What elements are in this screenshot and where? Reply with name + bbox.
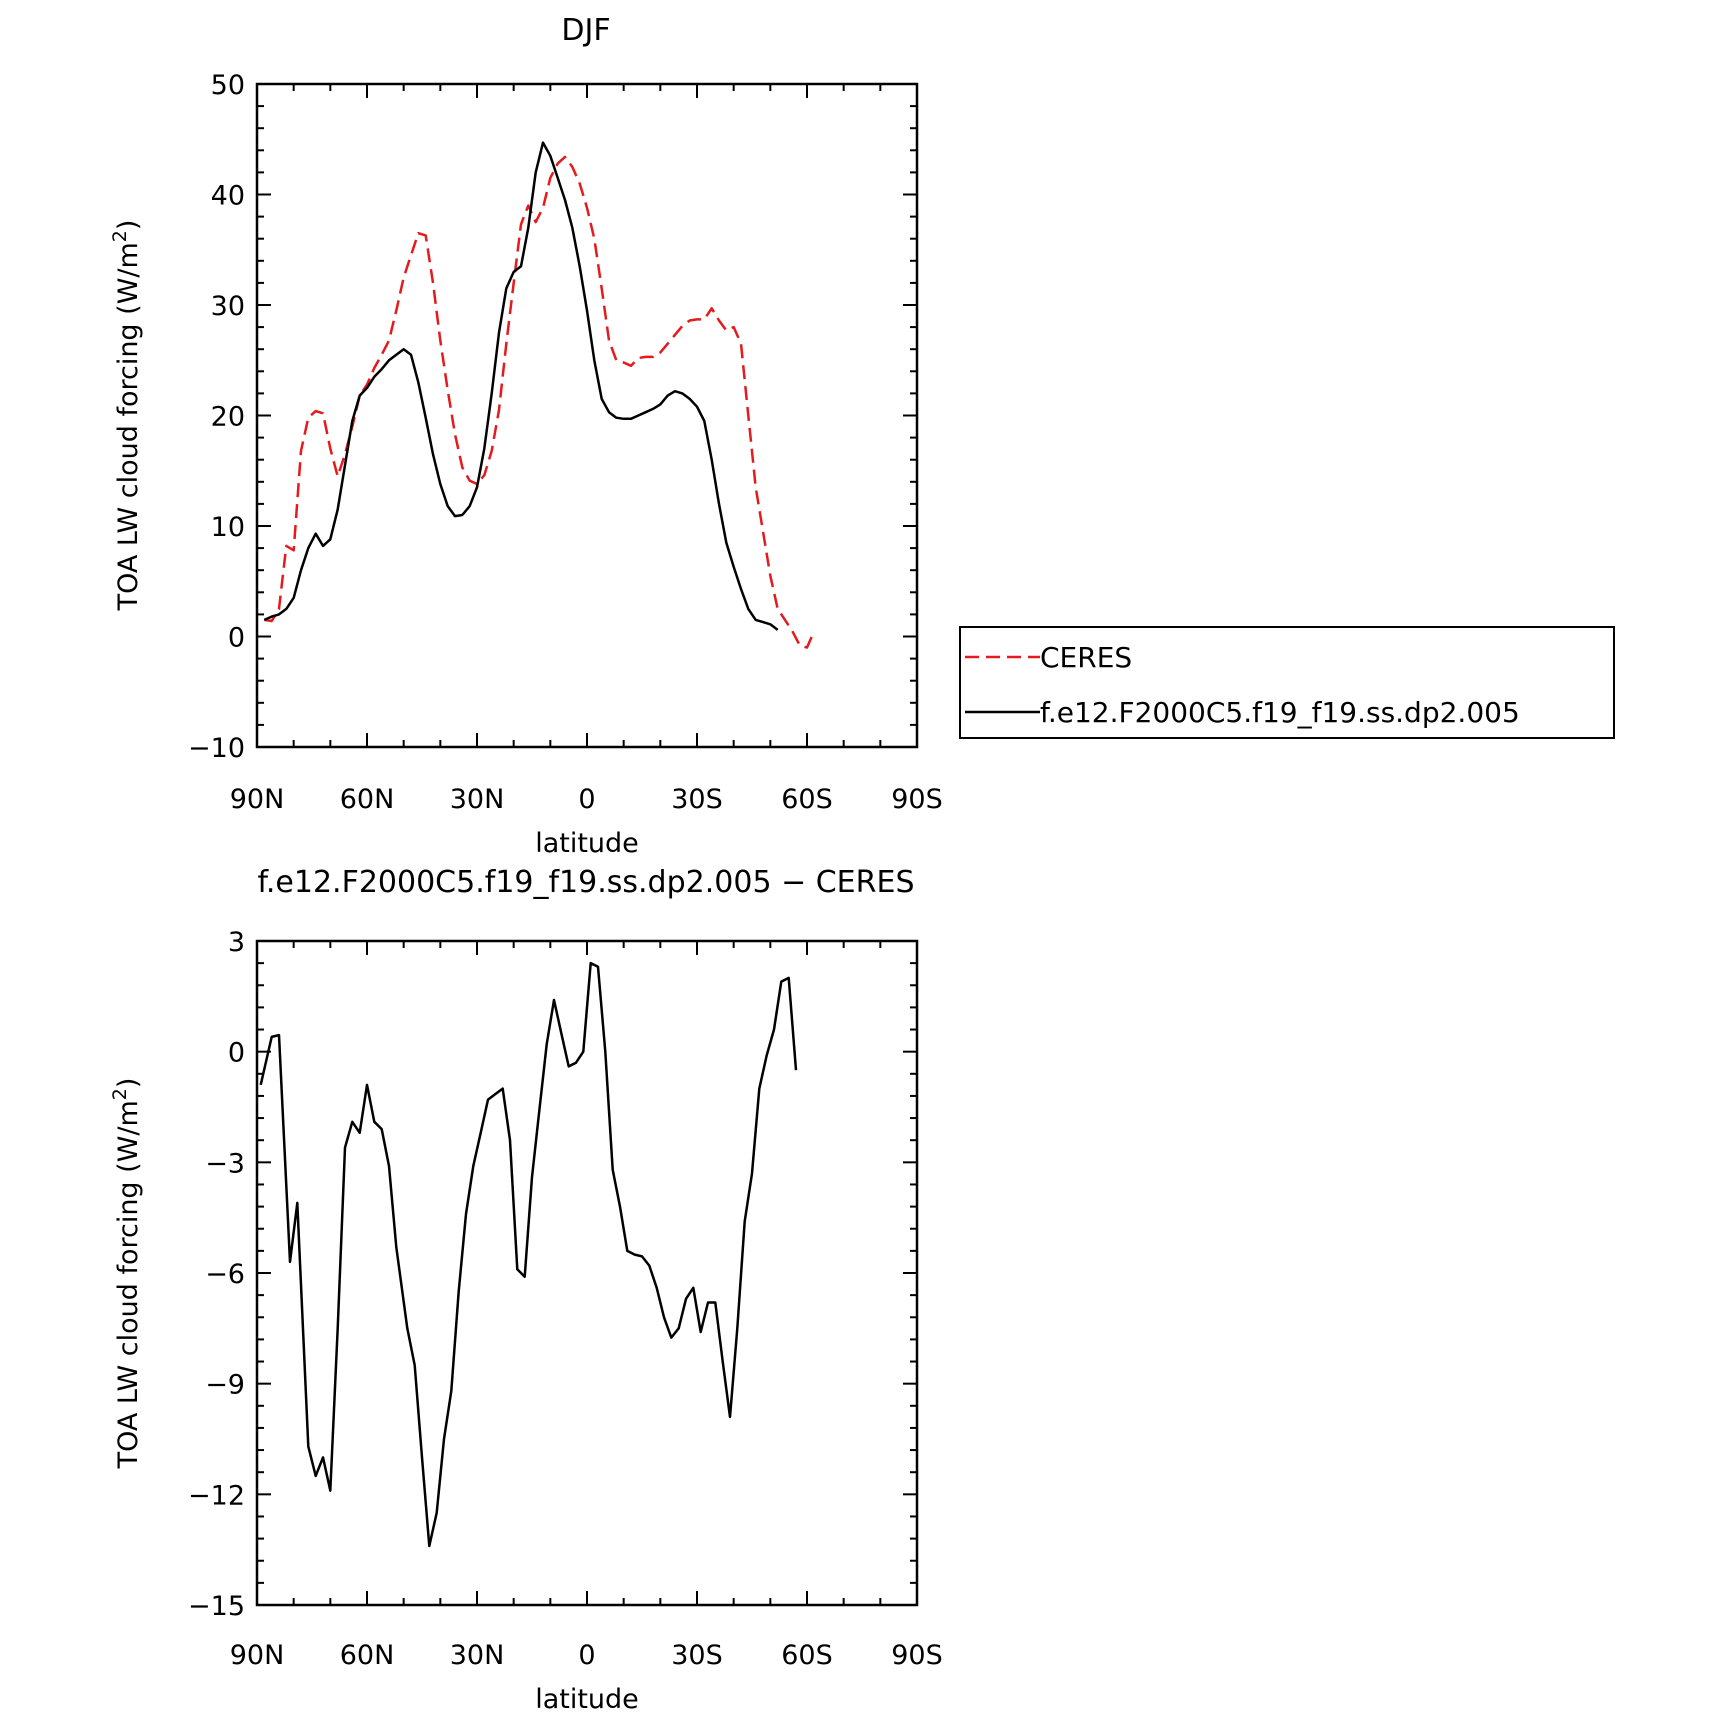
x-tick-label: 60N: [340, 784, 395, 815]
series-line-ceres: [264, 155, 816, 649]
y-tick-label: −10: [188, 733, 245, 764]
plot-area: [259, 961, 798, 1548]
series-line-f-e12-f2000c5-f19-f19-ss-dp2-005: [263, 141, 779, 631]
y-tick-label: 50: [211, 70, 245, 101]
x-tick-label: 60N: [340, 1640, 395, 1671]
y-axis-label: TOA LW cloud forcing (W/m2): [109, 1078, 144, 1470]
y-tick-label: 0: [228, 623, 245, 654]
legend: CERES f.e12.F2000C5.f19_f19.ss.dp2.005: [959, 626, 1615, 739]
x-tick-label: 60S: [781, 784, 833, 815]
x-tick-label: 60S: [781, 1640, 833, 1671]
series-line-difference: [259, 961, 798, 1548]
x-tick-label: 30S: [671, 1640, 723, 1671]
x-axis-label: latitude: [535, 828, 639, 859]
y-tick-label: −9: [205, 1370, 245, 1401]
y-tick-label: −3: [205, 1148, 245, 1179]
y-tick-label: −12: [188, 1480, 245, 1511]
x-tick-label: 30S: [671, 784, 723, 815]
panel-difference: f.e12.F2000C5.f19_f19.ss.dp2.005 − CERES…: [109, 865, 943, 1713]
chart-title: f.e12.F2000C5.f19_f19.ss.dp2.005 − CERES: [258, 865, 915, 900]
legend-label-model: f.e12.F2000C5.f19_f19.ss.dp2.005: [1040, 696, 1520, 729]
y-tick-label: 10: [211, 512, 245, 543]
y-axis-label: TOA LW cloud forcing (W/m2): [109, 220, 144, 612]
x-tick-label: 0: [578, 1640, 595, 1671]
x-tick-label: 90S: [891, 1640, 943, 1671]
y-tick-label: 0: [228, 1038, 245, 1069]
plot-frame: [255, 82, 919, 749]
plot-area: [263, 141, 816, 649]
chart-title: DJF: [561, 13, 610, 48]
y-tick-label: −15: [188, 1591, 245, 1622]
y-tick-label: −6: [205, 1259, 245, 1290]
y-tick-label: 30: [211, 291, 245, 322]
x-tick-label: 90N: [230, 784, 285, 815]
y-tick-label: 3: [228, 927, 245, 958]
y-tick-label: 40: [211, 181, 245, 212]
x-tick-label: 30N: [450, 1640, 505, 1671]
plot-frame: [255, 939, 919, 1607]
axis-ticks: 90N 60N 30N 0 30S 60S 90S −10 0 10 20 30 40 50: [188, 70, 943, 815]
legend-label-ceres: CERES: [1040, 641, 1132, 674]
x-tick-label: 0: [578, 784, 595, 815]
y-tick-label: 20: [211, 402, 245, 433]
x-tick-label: 90N: [230, 1640, 285, 1671]
x-tick-label: 90S: [891, 784, 943, 815]
x-axis-label: latitude: [535, 1684, 639, 1713]
x-tick-label: 30N: [450, 784, 505, 815]
panel-djf: DJF 90N 60N 30N 0 30S 60S 90S −10 0 10 20 30 40 50 la…: [109, 13, 1615, 859]
legend-box: [959, 626, 1615, 739]
